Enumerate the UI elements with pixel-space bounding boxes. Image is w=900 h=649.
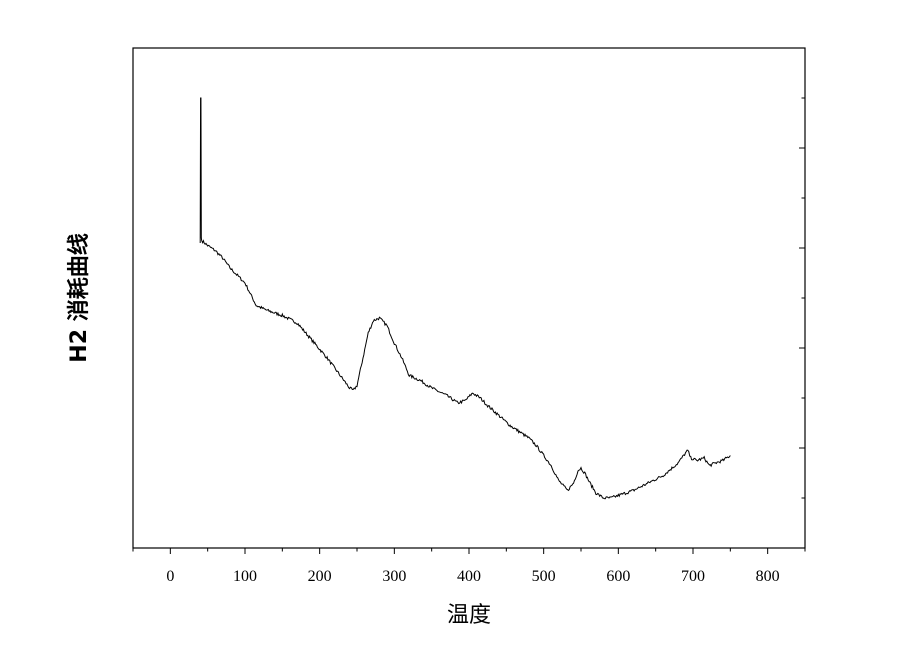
x-tick-label: 700	[681, 568, 705, 585]
x-axis-tick-labels: 0 100 200 300 400 500 600 700 800	[166, 568, 779, 585]
h2-consumption-line	[199, 97, 731, 500]
x-tick-label: 200	[308, 568, 332, 585]
x-axis-ticks	[132, 548, 806, 554]
x-tick-label: 0	[166, 568, 174, 585]
x-tick-label: 800	[756, 568, 780, 585]
y-axis-ticks	[799, 97, 805, 499]
x-tick-label: 400	[457, 568, 481, 585]
x-tick-label: 500	[532, 568, 556, 585]
x-tick-label: 100	[233, 568, 257, 585]
x-tick-label: 600	[606, 568, 630, 585]
plot-frame	[132, 47, 806, 549]
y-axis-title: H2 消耗曲线	[66, 233, 92, 362]
x-axis-title: 温度	[447, 603, 491, 628]
x-tick-label: 300	[382, 568, 406, 585]
